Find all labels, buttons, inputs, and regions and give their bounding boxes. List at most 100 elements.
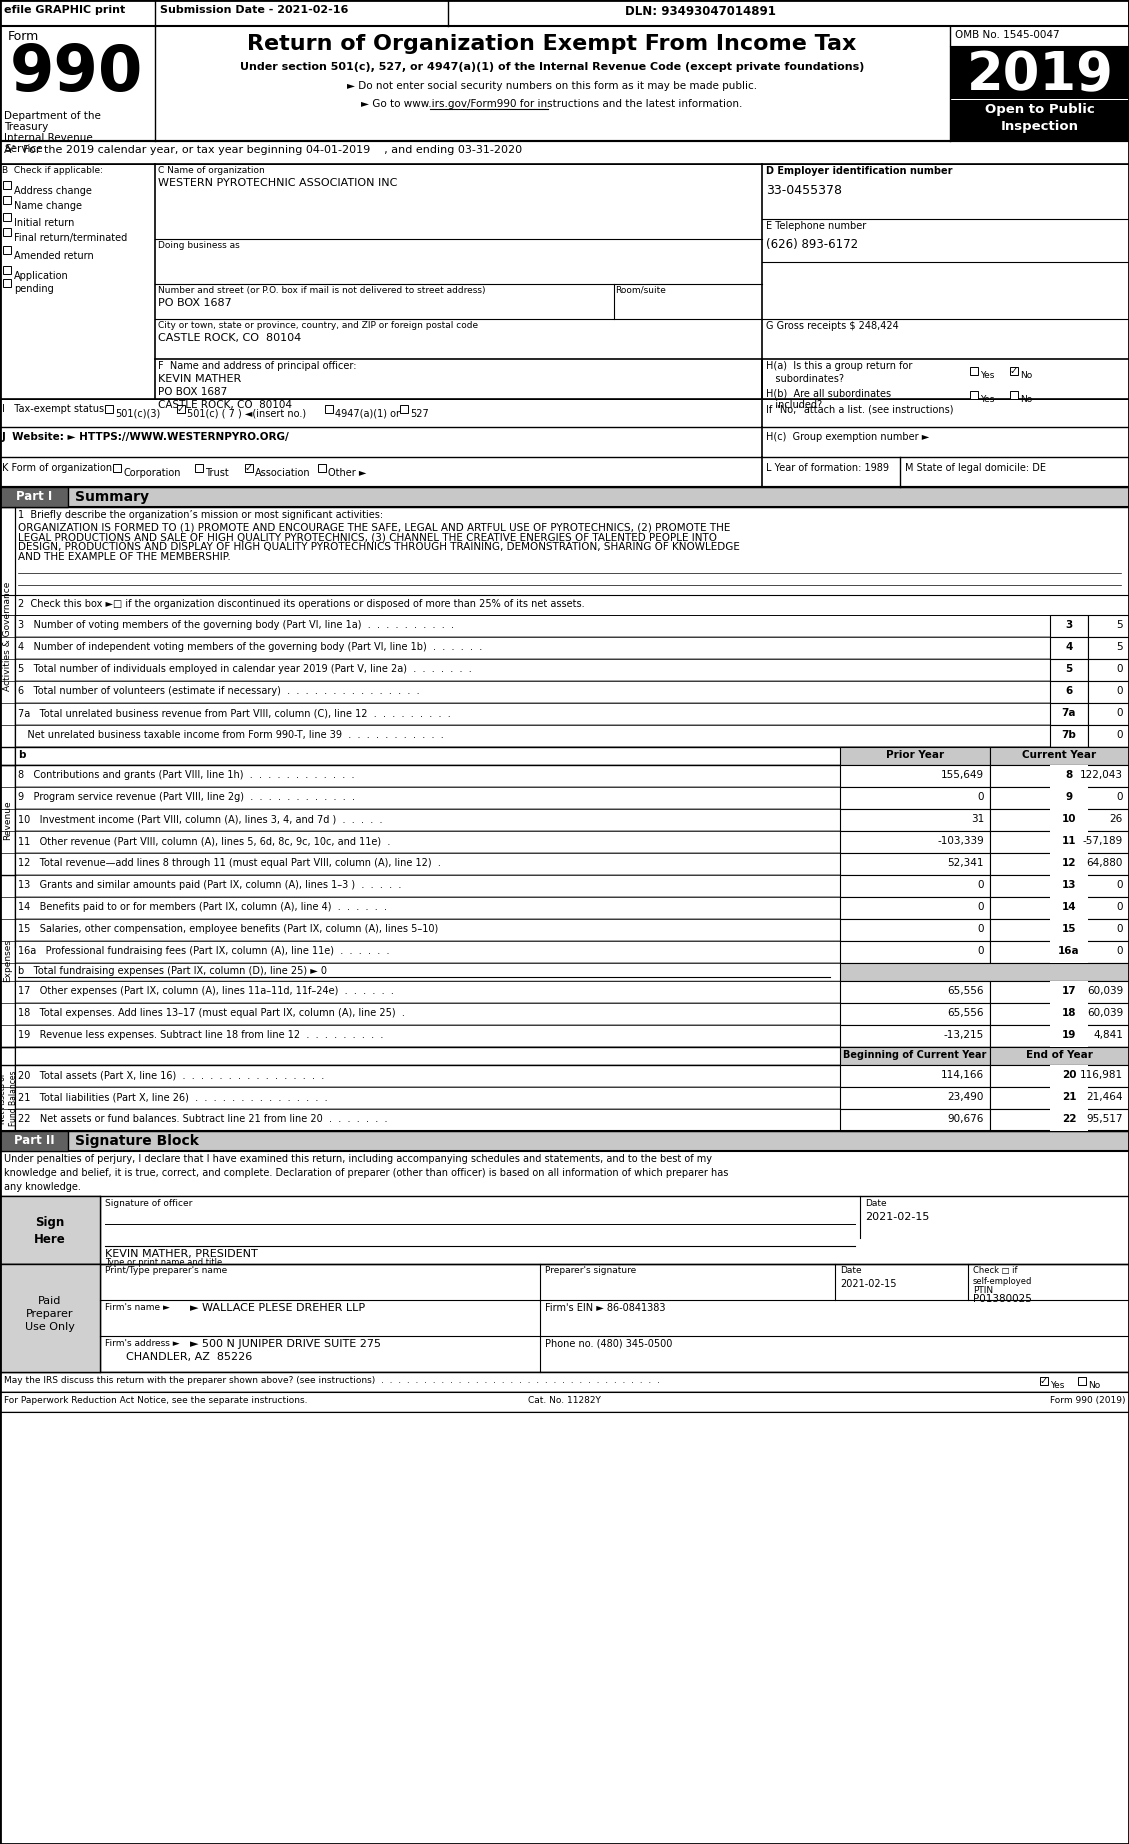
Bar <box>1088 680 1129 703</box>
Text: 122,043: 122,043 <box>1080 771 1123 780</box>
Text: 60,039: 60,039 <box>1087 1009 1123 1018</box>
Text: CASTLE ROCK, CO  80104: CASTLE ROCK, CO 80104 <box>158 334 301 343</box>
Bar <box>990 810 1129 832</box>
Bar <box>15 636 1129 658</box>
Bar <box>1050 918 1088 940</box>
Text: Net Assets or
Fund Balances: Net Assets or Fund Balances <box>0 1070 18 1125</box>
Bar <box>990 918 1129 940</box>
Bar <box>0 487 68 507</box>
Text: 14: 14 <box>1061 902 1076 913</box>
Bar <box>0 1392 1129 1413</box>
Bar <box>15 1086 1129 1108</box>
Bar <box>990 832 1129 854</box>
Text: 4: 4 <box>1066 642 1073 653</box>
Bar <box>15 832 1129 854</box>
Text: Firm's EIN ► 86-0841383: Firm's EIN ► 86-0841383 <box>545 1304 665 1313</box>
Text: 5: 5 <box>1117 620 1123 631</box>
Bar <box>3 245 11 254</box>
Text: 0: 0 <box>978 946 984 955</box>
Text: 21: 21 <box>1061 1092 1076 1103</box>
Text: Check □ if
self-employed: Check □ if self-employed <box>973 1267 1032 1285</box>
Text: 12   Total revenue—add lines 8 through 11 (must equal Part VIII, column (A), lin: 12 Total revenue—add lines 8 through 11 … <box>18 857 441 869</box>
Bar <box>0 1130 68 1151</box>
Text: Preparer's signature: Preparer's signature <box>545 1267 637 1274</box>
Bar <box>990 876 1129 896</box>
Bar <box>318 465 326 472</box>
Text: Signature of officer: Signature of officer <box>105 1199 192 1208</box>
Text: Expenses: Expenses <box>3 939 12 983</box>
Bar <box>840 1025 990 1047</box>
Text: 13: 13 <box>1061 880 1076 891</box>
Bar <box>1050 876 1088 896</box>
Text: 7b: 7b <box>1061 730 1076 739</box>
Text: 11: 11 <box>1061 835 1076 846</box>
Text: CASTLE ROCK, CO  80104: CASTLE ROCK, CO 80104 <box>158 400 292 409</box>
Text: Activities & Governance: Activities & Governance <box>3 581 12 692</box>
Bar <box>3 181 11 188</box>
Text: E Telephone number: E Telephone number <box>765 221 866 230</box>
Bar <box>990 747 1129 765</box>
Text: End of Year: End of Year <box>1025 1049 1093 1060</box>
Bar <box>1050 810 1088 832</box>
Text: -57,189: -57,189 <box>1083 835 1123 846</box>
Bar <box>3 195 11 205</box>
Bar <box>1088 616 1129 636</box>
Bar <box>840 1086 990 1108</box>
Text: 2021-02-15: 2021-02-15 <box>865 1212 929 1223</box>
Text: ► 500 N JUNIPER DRIVE SUITE 275: ► 500 N JUNIPER DRIVE SUITE 275 <box>190 1339 380 1350</box>
Text: 0: 0 <box>1117 686 1123 695</box>
Text: 3   Number of voting members of the governing body (Part VI, line 1a)  .  .  .  : 3 Number of voting members of the govern… <box>18 620 454 631</box>
Bar <box>990 1066 1129 1086</box>
Text: 4   Number of independent voting members of the governing body (Part VI, line 1b: 4 Number of independent voting members o… <box>18 642 482 653</box>
Bar <box>15 616 1129 636</box>
Bar <box>1050 1066 1088 1086</box>
Text: Beginning of Current Year: Beginning of Current Year <box>843 1049 987 1060</box>
Text: Yes: Yes <box>980 395 995 404</box>
Bar <box>15 507 1129 596</box>
Text: 7a: 7a <box>1061 708 1076 717</box>
Bar <box>840 981 990 1003</box>
Text: Treasury: Treasury <box>5 122 49 133</box>
Bar <box>0 1130 1129 1151</box>
Text: B  Check if applicable:: B Check if applicable: <box>2 166 103 175</box>
Bar <box>1050 703 1088 725</box>
Text: 65,556: 65,556 <box>947 1009 984 1018</box>
Bar <box>840 787 990 810</box>
Bar <box>15 896 1129 918</box>
Text: Initial return: Initial return <box>14 218 75 229</box>
Bar <box>1050 616 1088 636</box>
Bar <box>195 465 203 472</box>
Text: DLN: 93493047014891: DLN: 93493047014891 <box>625 6 776 18</box>
Text: b: b <box>18 751 26 760</box>
Bar <box>3 229 11 236</box>
Text: 15: 15 <box>1061 924 1076 935</box>
Text: 18: 18 <box>1061 1009 1076 1018</box>
Text: 0: 0 <box>1117 730 1123 739</box>
Text: 13   Grants and similar amounts paid (Part IX, column (A), lines 1–3 )  .  .  . : 13 Grants and similar amounts paid (Part… <box>18 880 402 891</box>
Text: CHANDLER, AZ  85226: CHANDLER, AZ 85226 <box>105 1352 252 1363</box>
Bar <box>990 765 1129 787</box>
Text: Part II: Part II <box>14 1134 54 1147</box>
Text: Doing business as: Doing business as <box>158 242 239 251</box>
Bar <box>990 787 1129 810</box>
Bar <box>0 398 1129 428</box>
Bar <box>1050 658 1088 680</box>
Text: included?: included? <box>765 400 822 409</box>
Bar <box>1050 636 1088 658</box>
Text: 17   Other expenses (Part IX, column (A), lines 11a–11d, 11f–24e)  .  .  .  .  .: 17 Other expenses (Part IX, column (A), … <box>18 987 394 996</box>
Text: 19: 19 <box>1061 1031 1076 1040</box>
Bar <box>0 1197 100 1263</box>
Text: ✓: ✓ <box>1010 365 1018 376</box>
Bar <box>840 940 990 963</box>
Bar <box>15 747 1129 765</box>
Bar <box>840 810 990 832</box>
Bar <box>113 465 121 472</box>
Text: Service: Service <box>5 144 43 155</box>
Bar <box>177 406 185 413</box>
Bar <box>1050 1086 1088 1108</box>
Bar <box>840 1003 990 1025</box>
Bar <box>15 1025 1129 1047</box>
Bar <box>15 940 1129 963</box>
Text: OMB No. 1545-0047: OMB No. 1545-0047 <box>955 30 1060 41</box>
Text: ► WALLACE PLESE DREHER LLP: ► WALLACE PLESE DREHER LLP <box>190 1304 365 1313</box>
